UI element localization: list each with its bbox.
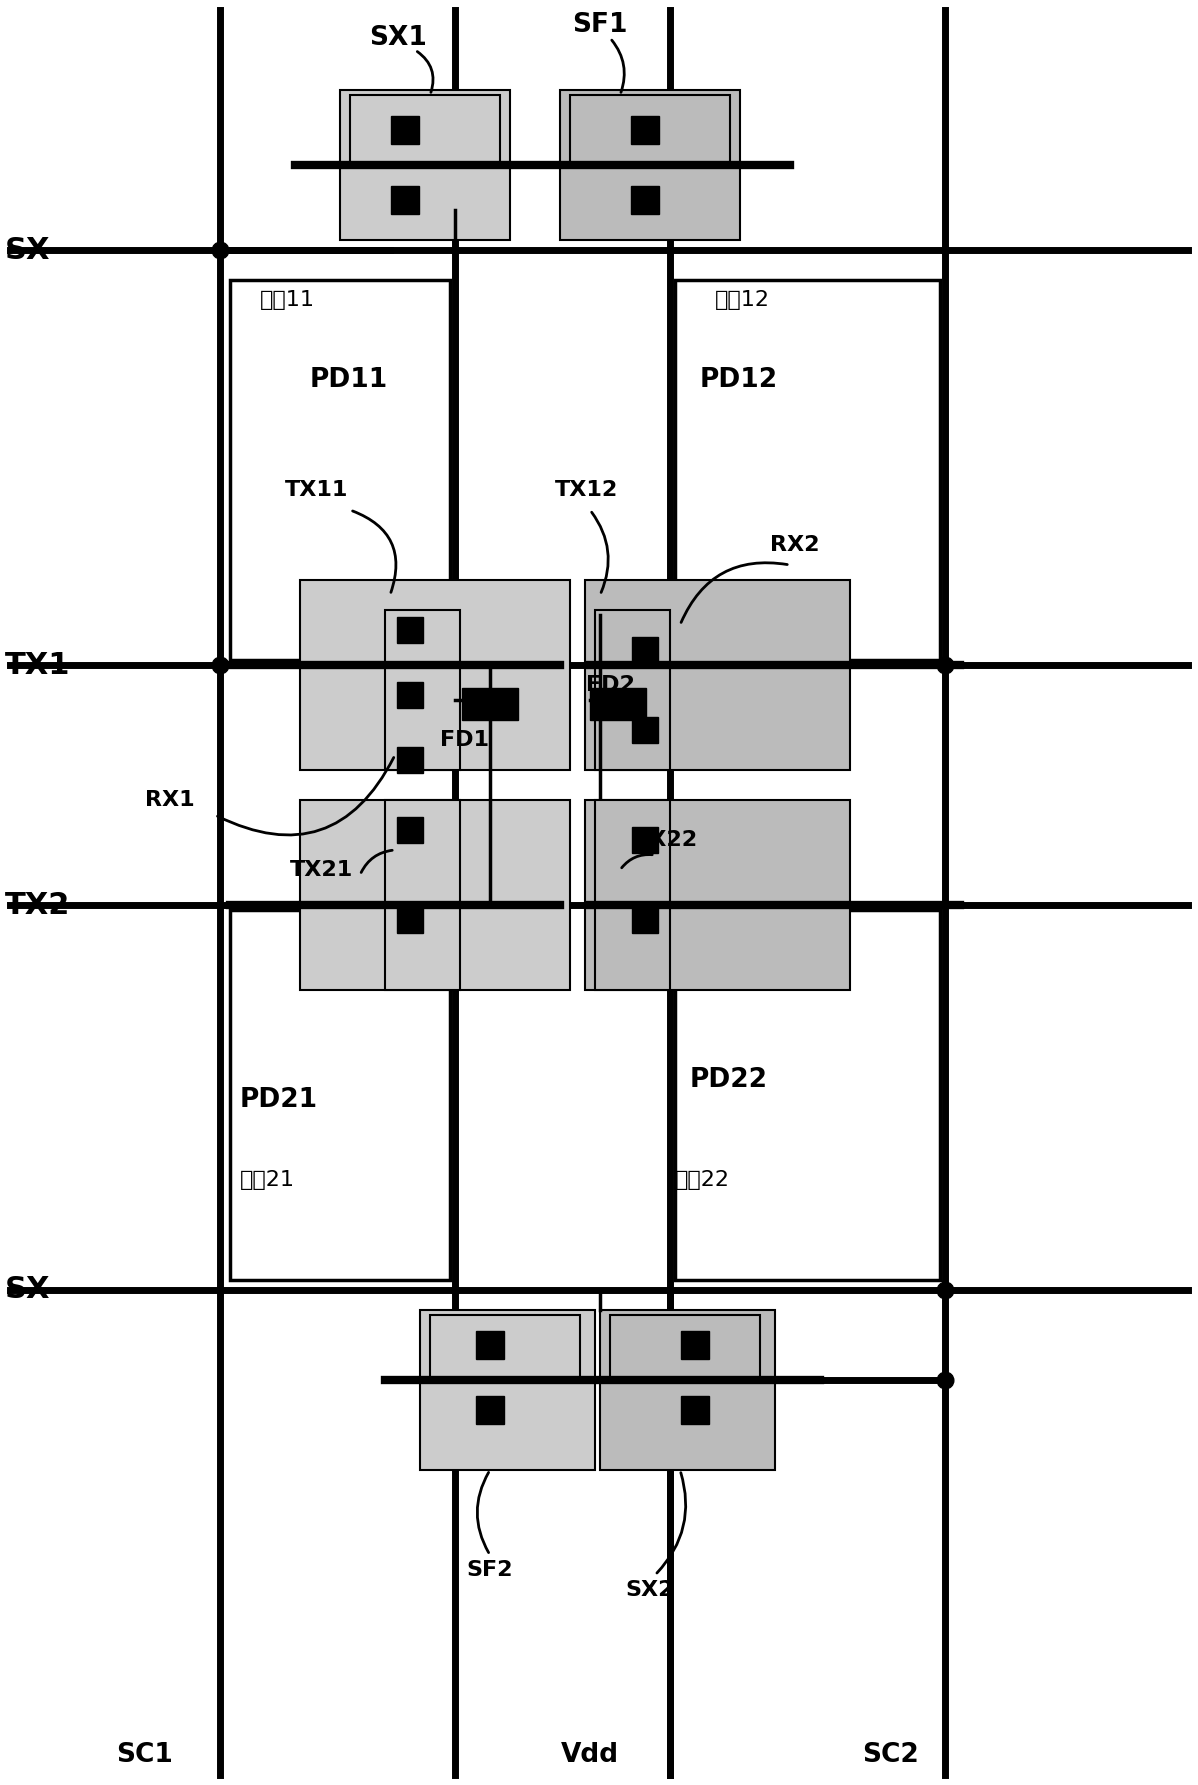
- Text: PD11: PD11: [310, 368, 388, 393]
- Text: SC2: SC2: [861, 1742, 919, 1767]
- Text: FD2: FD2: [586, 675, 635, 694]
- Bar: [397, 907, 423, 934]
- Text: 像素21: 像素21: [240, 1169, 295, 1191]
- Bar: [633, 718, 658, 743]
- Bar: [430, 1316, 580, 1380]
- Bar: [420, 1310, 595, 1471]
- Text: TX2: TX2: [5, 891, 71, 919]
- Bar: [476, 1396, 504, 1424]
- Text: PD22: PD22: [690, 1067, 768, 1092]
- Bar: [680, 1396, 709, 1424]
- Bar: [462, 687, 518, 719]
- Bar: [610, 1316, 760, 1380]
- Bar: [600, 1310, 775, 1471]
- Bar: [385, 905, 460, 991]
- Bar: [300, 800, 570, 991]
- Bar: [585, 580, 851, 769]
- Bar: [391, 116, 419, 145]
- Text: TX11: TX11: [285, 480, 349, 500]
- Text: TX21: TX21: [290, 860, 353, 880]
- Bar: [674, 910, 940, 1280]
- Bar: [633, 826, 658, 853]
- Bar: [476, 1332, 504, 1358]
- Text: SX2: SX2: [625, 1580, 674, 1599]
- Text: RX1: RX1: [145, 791, 194, 810]
- Text: SX: SX: [5, 236, 50, 264]
- Text: TX1: TX1: [5, 650, 71, 680]
- Text: SX1: SX1: [369, 25, 426, 52]
- Text: PD21: PD21: [240, 1087, 319, 1114]
- Bar: [350, 95, 500, 164]
- Bar: [230, 280, 450, 660]
- Text: SX: SX: [5, 1276, 50, 1305]
- Bar: [385, 610, 460, 666]
- Text: SC1: SC1: [116, 1742, 174, 1767]
- Text: SF2: SF2: [467, 1560, 513, 1580]
- Bar: [595, 610, 670, 666]
- Bar: [300, 580, 570, 769]
- Text: TX22: TX22: [635, 830, 698, 850]
- Text: RX2: RX2: [770, 536, 819, 555]
- Text: PD12: PD12: [700, 368, 779, 393]
- Bar: [631, 186, 659, 214]
- Bar: [595, 666, 670, 769]
- Bar: [397, 618, 423, 643]
- Bar: [633, 907, 658, 934]
- Text: 像素11: 像素11: [260, 289, 315, 311]
- Bar: [397, 818, 423, 843]
- Bar: [397, 746, 423, 773]
- Bar: [595, 800, 670, 905]
- Bar: [674, 280, 940, 660]
- Bar: [385, 666, 460, 769]
- Text: 像素12: 像素12: [715, 289, 770, 311]
- Bar: [340, 89, 510, 239]
- Bar: [397, 682, 423, 709]
- Bar: [559, 89, 740, 239]
- Bar: [631, 116, 659, 145]
- Bar: [585, 800, 851, 991]
- Text: FD1: FD1: [440, 730, 489, 750]
- Text: 像素22: 像素22: [674, 1169, 730, 1191]
- Bar: [230, 910, 450, 1280]
- Text: Vdd: Vdd: [561, 1742, 619, 1767]
- Bar: [589, 687, 646, 719]
- Text: SF1: SF1: [573, 12, 628, 37]
- Bar: [680, 1332, 709, 1358]
- Text: TX12: TX12: [555, 480, 618, 500]
- Bar: [391, 186, 419, 214]
- Bar: [633, 637, 658, 662]
- Bar: [595, 905, 670, 991]
- Bar: [570, 95, 730, 164]
- Bar: [385, 800, 460, 905]
